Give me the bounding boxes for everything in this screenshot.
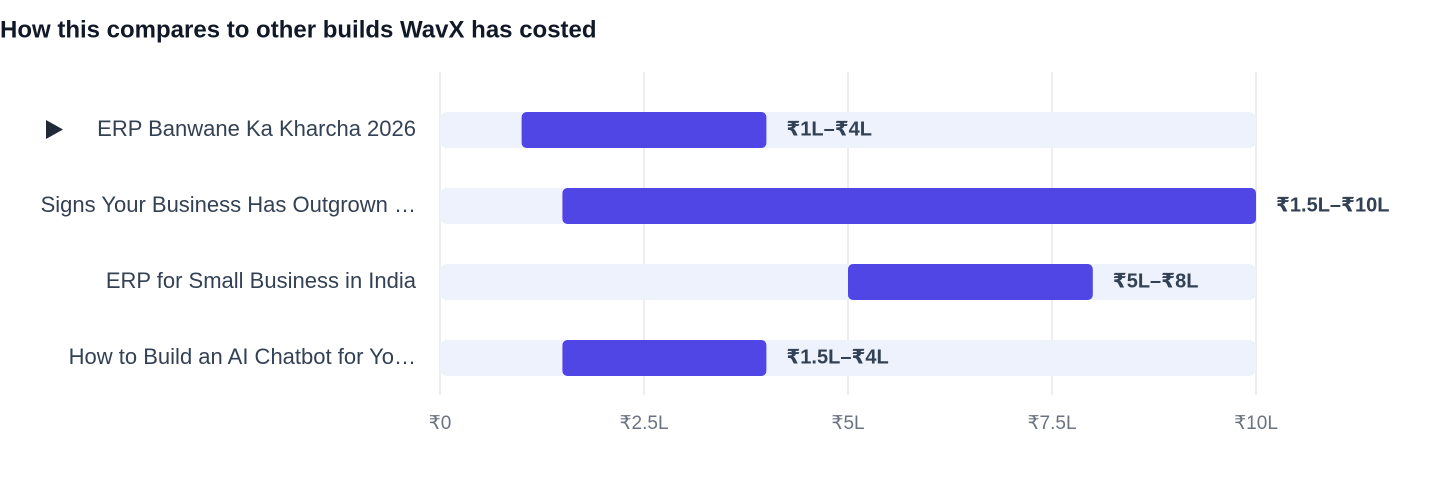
y-tick-label: ERP for Small Business in India: [106, 268, 417, 293]
y-tick-label: Signs Your Business Has Outgrown …: [41, 192, 416, 217]
bar: [521, 112, 767, 148]
y-tick-label: ERP Banwane Ka Kharcha 2026: [97, 116, 416, 141]
x-tick-label: ₹10L: [1234, 413, 1278, 434]
value-label: ₹1.5L–₹4L: [786, 346, 888, 368]
value-label: ₹1L–₹4L: [786, 118, 872, 140]
chart-title: How this compares to other builds WavX h…: [0, 16, 597, 43]
current-marker: [46, 120, 63, 139]
y-tick-label: How to Build an AI Chatbot for Yo…: [69, 344, 416, 369]
x-tick-label: ₹7.5L: [1027, 413, 1076, 434]
value-label: ₹5L–₹8L: [1113, 270, 1199, 292]
x-tick-label: ₹2.5L: [619, 413, 668, 434]
x-tick-label: ₹5L: [831, 413, 864, 434]
bar: [848, 264, 1093, 300]
bar: [562, 188, 1256, 224]
bar: [562, 340, 767, 376]
value-label: ₹1.5L–₹10L: [1276, 194, 1389, 216]
x-tick-label: ₹0: [429, 413, 452, 434]
